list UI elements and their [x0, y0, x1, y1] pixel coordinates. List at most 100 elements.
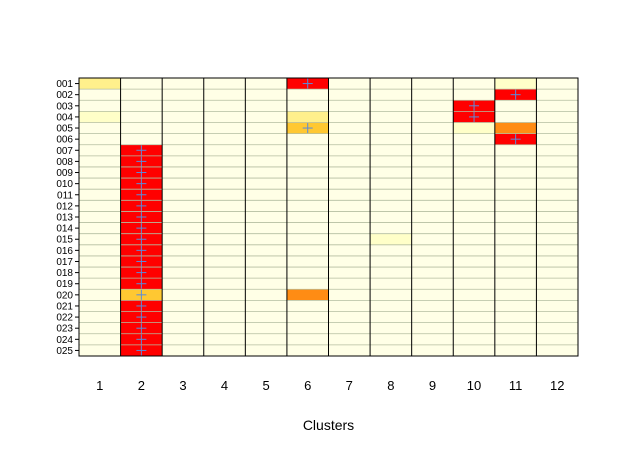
y-tick-label: 014	[56, 224, 73, 235]
heatmap-cell-r004-c6	[286, 111, 329, 123]
heatmap-cell-r023-c5	[245, 322, 287, 334]
plus-marker-icon	[136, 245, 147, 256]
plus-marker-icon	[136, 256, 147, 267]
heatmap-cell-r004-c4	[203, 111, 246, 123]
heatmap-cell-r024-c1	[79, 333, 121, 345]
heatmap-cell-r013-c8	[370, 211, 412, 223]
heatmap-cell-r001-c1	[79, 78, 121, 90]
heatmap-cell-r011-c6	[286, 189, 329, 201]
heatmap-cell-r018-c7	[328, 267, 371, 279]
heatmap-cell-r013-c3	[162, 211, 204, 223]
heatmap-cell-r003-c11	[494, 100, 537, 112]
heatmap-cell-r016-c3	[162, 244, 204, 256]
plus-marker-icon	[136, 334, 147, 345]
heatmap-cell-r021-c6	[286, 300, 329, 312]
heatmap-cell-r022-c12	[536, 311, 578, 323]
heatmap-cell-r015-c6	[286, 233, 329, 245]
heatmap-cell-r025-c3	[162, 344, 204, 356]
heatmap-cell-r018-c11	[494, 267, 537, 279]
heatmap-cell-r017-c6	[286, 255, 329, 268]
heatmap-cell-r014-c6	[286, 222, 329, 234]
heatmap-cell-r020-c11	[494, 289, 537, 301]
x-tick-labels: 1 2 3 4 5 6 7 8 9 10 11 12	[96, 378, 564, 393]
heatmap-cell-r005-c2	[120, 122, 163, 134]
y-tick-label: 008	[56, 157, 73, 168]
heatmap-cell-r024-c8	[370, 333, 412, 345]
heatmap-cell-r025-c11	[494, 344, 537, 356]
heatmap-cell-r011-c11	[494, 189, 537, 201]
heatmap-cell-r019-c9	[411, 278, 454, 290]
heatmap-cell-r006-c8	[370, 133, 412, 145]
heatmap-cell-r005-c1	[79, 122, 121, 134]
heatmap-cell-r012-c8	[370, 200, 412, 212]
heatmap-cell-r008-c6	[286, 155, 329, 167]
plus-marker-icon	[136, 178, 147, 189]
heatmap-cell-r020-c4	[203, 289, 246, 301]
heatmap-cell-r005-c12	[536, 122, 578, 134]
heatmap-cell-r023-c3	[162, 322, 204, 334]
heatmap-cell-r008-c3	[162, 155, 204, 167]
heatmap-cell-r002-c6	[286, 89, 329, 101]
y-tick-label: 025	[56, 346, 73, 357]
heatmap-cell-r020-c7	[328, 289, 371, 301]
heatmap-cell-r005-c4	[203, 122, 246, 134]
heatmap-cell-r011-c1	[79, 189, 121, 201]
heatmap-cell-r019-c7	[328, 278, 371, 290]
heatmap-cell-r006-c1	[79, 133, 121, 145]
heatmap-cell-r009-c10	[453, 166, 495, 179]
heatmap-cell-r009-c8	[370, 166, 412, 179]
heatmap-cell-r013-c11	[494, 211, 537, 223]
y-tick-label: 024	[56, 335, 73, 346]
heatmap-cell-r016-c10	[453, 244, 495, 256]
heatmap-cell-r005-c11	[494, 122, 537, 134]
heatmap-cell-r025-c8	[370, 344, 412, 356]
heatmap-cell-r007-c4	[203, 144, 246, 156]
heatmap-cell-r024-c9	[411, 333, 454, 345]
heatmap-cell-r011-c12	[536, 189, 578, 201]
heatmap-cell-r020-c12	[536, 289, 578, 301]
heatmap-cell-r010-c5	[245, 178, 287, 190]
heatmap-cell-r002-c8	[370, 89, 412, 101]
heatmap-cell-r008-c8	[370, 155, 412, 167]
plus-marker-icon	[136, 212, 147, 222]
heatmap-cell-r019-c10	[453, 278, 495, 290]
y-tick-label: 015	[56, 235, 73, 246]
heatmap-cell-r015-c1	[79, 233, 121, 245]
heatmap-cell-r025-c7	[328, 344, 371, 356]
heatmap-cell-r002-c3	[162, 89, 204, 101]
heatmap-cell-r007-c7	[328, 144, 371, 156]
heatmap-cell-r018-c8	[370, 267, 412, 279]
heatmap-cell-r012-c3	[162, 200, 204, 212]
plus-marker-icon	[136, 156, 147, 167]
heatmap-cell-r008-c1	[79, 155, 121, 167]
heatmap-cell-r014-c12	[536, 222, 578, 234]
heatmap-cell-r002-c5	[245, 89, 287, 101]
heatmap-cell-r001-c4	[203, 78, 246, 90]
plus-marker-icon	[136, 200, 147, 211]
heatmap-cell-r010-c3	[162, 178, 204, 190]
heatmap-cell-r001-c12	[536, 78, 578, 90]
heatmap-cell-r015-c5	[245, 233, 287, 245]
heatmap-cell-r005-c3	[162, 122, 204, 134]
heatmap-cell-r020-c9	[411, 289, 454, 301]
heatmap-cell-r013-c5	[245, 211, 287, 223]
heatmap-cell-r016-c7	[328, 244, 371, 256]
heatmap-cell-r012-c12	[536, 200, 578, 212]
heatmap-cell-r024-c6	[286, 333, 329, 345]
heatmap-cell-r009-c3	[162, 166, 204, 179]
heatmap-cell-r017-c9	[411, 255, 454, 268]
y-tick-label: 021	[56, 301, 73, 312]
x-tick-label: 8	[387, 378, 394, 393]
heatmap-cell-r005-c8	[370, 122, 412, 134]
heatmap-cell-r022-c3	[162, 311, 204, 323]
heatmap-cell-r004-c12	[536, 111, 578, 123]
heatmap-cell-r009-c9	[411, 166, 454, 179]
heatmap-cell-r024-c10	[453, 333, 495, 345]
heatmap-cell-r005-c10	[453, 122, 495, 134]
heatmap-cell-r007-c12	[536, 144, 578, 156]
heatmap-cell-r006-c6	[286, 133, 329, 145]
heatmap-cell-r022-c4	[203, 311, 246, 323]
heatmap-cell-r023-c11	[494, 322, 537, 334]
heatmap-cell-r008-c5	[245, 155, 287, 167]
heatmap-cell-r013-c9	[411, 211, 454, 223]
